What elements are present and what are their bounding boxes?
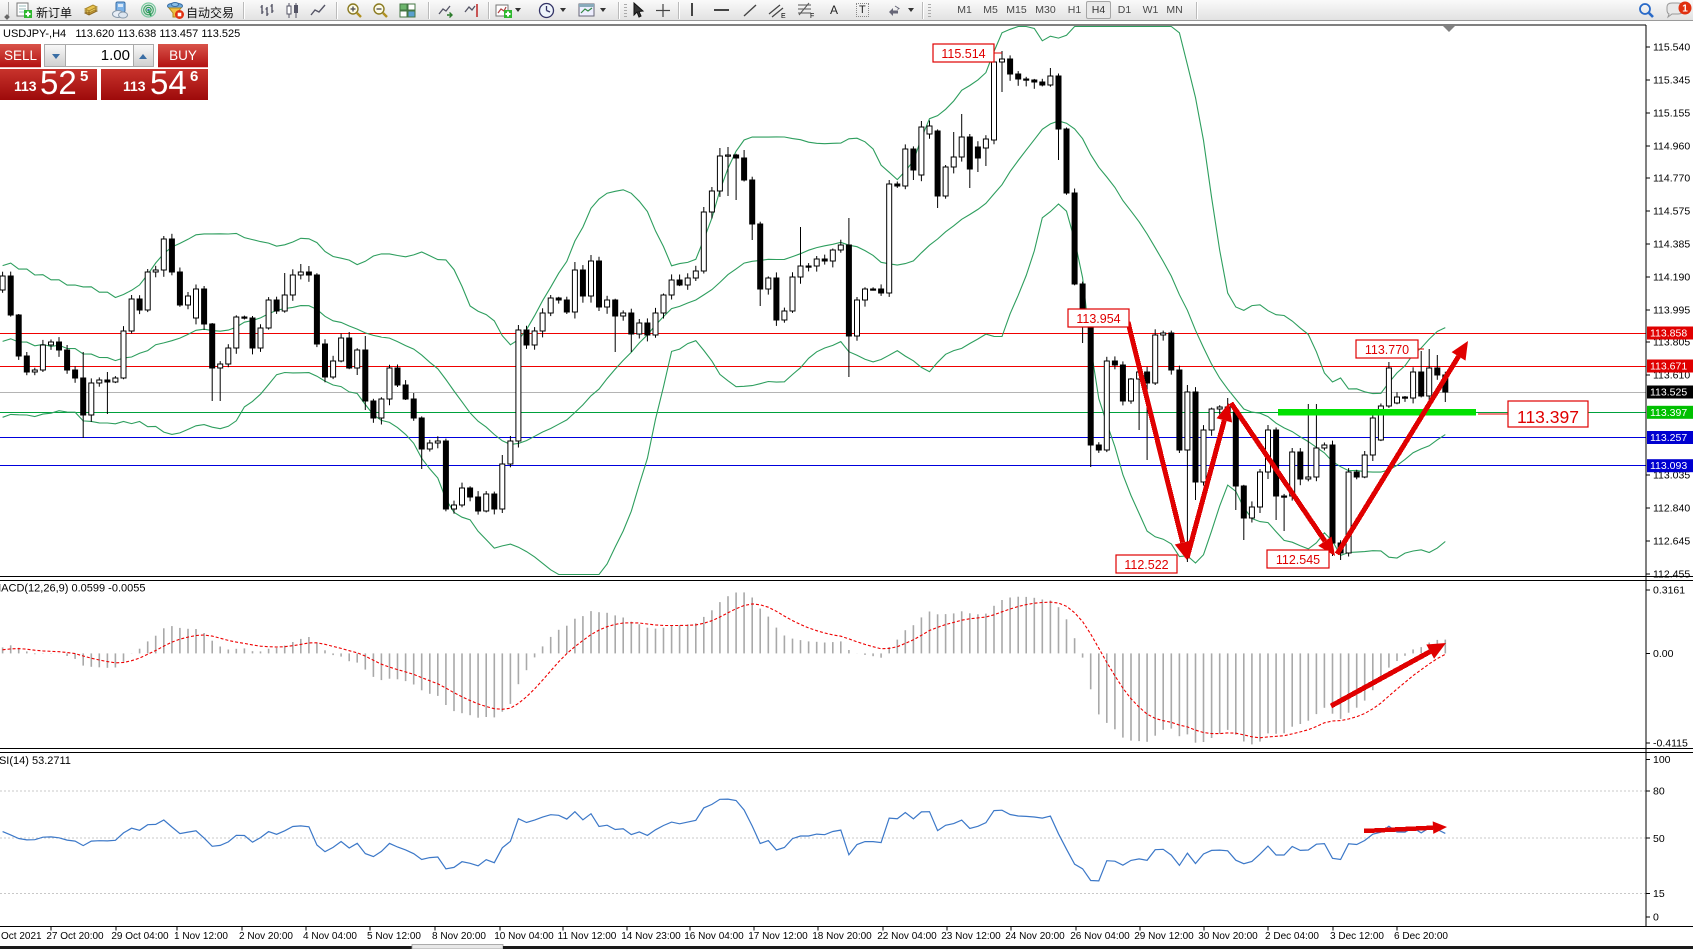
svg-text:17 Nov 12:00: 17 Nov 12:00 [748, 931, 808, 942]
svg-text:115.345: 115.345 [1653, 75, 1690, 87]
svg-text:1: 1 [1682, 4, 1688, 15]
svg-text:MACD(12,26,9) 0.0599 -0.0055: MACD(12,26,9) 0.0599 -0.0055 [0, 583, 145, 595]
svg-text:0.3161: 0.3161 [1653, 585, 1685, 597]
svg-text:112.840: 112.840 [1653, 503, 1690, 515]
svg-text:113.397: 113.397 [1517, 407, 1579, 427]
svg-text:8 Nov 20:00: 8 Nov 20:00 [432, 931, 486, 942]
svg-text:112.645: 112.645 [1653, 536, 1690, 548]
svg-text:114.960: 114.960 [1653, 141, 1690, 153]
svg-text:114.770: 114.770 [1653, 173, 1690, 185]
svg-text:6 Dec 20:00: 6 Dec 20:00 [1394, 931, 1448, 942]
svg-text:114.385: 114.385 [1653, 239, 1690, 251]
svg-text:24 Nov 20:00: 24 Nov 20:00 [1005, 931, 1065, 942]
svg-text:Oct 2021: Oct 2021 [1, 931, 42, 942]
svg-text:14 Nov 23:00: 14 Nov 23:00 [621, 931, 681, 942]
svg-text:3 Dec 12:00: 3 Dec 12:00 [1330, 931, 1384, 942]
svg-text:2 Nov 20:00: 2 Nov 20:00 [239, 931, 293, 942]
svg-text:113.093: 113.093 [1650, 460, 1687, 472]
svg-text:113.525: 113.525 [1650, 387, 1687, 399]
svg-text:50: 50 [1653, 833, 1665, 845]
svg-text:115.155: 115.155 [1653, 108, 1690, 120]
svg-text:29 Nov 12:00: 29 Nov 12:00 [1134, 931, 1194, 942]
svg-text:29 Oct 04:00: 29 Oct 04:00 [111, 931, 169, 942]
svg-text:26 Nov 04:00: 26 Nov 04:00 [1070, 931, 1130, 942]
svg-text:10 Nov 04:00: 10 Nov 04:00 [494, 931, 554, 942]
svg-text:115.514: 115.514 [941, 47, 985, 61]
svg-text:23 Nov 12:00: 23 Nov 12:00 [941, 931, 1001, 942]
svg-text:113.397: 113.397 [1650, 407, 1687, 419]
svg-text:100: 100 [1653, 754, 1671, 766]
svg-text:113.954: 113.954 [1076, 312, 1120, 326]
svg-text:22 Nov 04:00: 22 Nov 04:00 [877, 931, 937, 942]
svg-text:F: F [810, 13, 814, 19]
svg-text:2 Dec 04:00: 2 Dec 04:00 [1265, 931, 1319, 942]
svg-text:113.858: 113.858 [1650, 328, 1687, 340]
svg-text:113.671: 113.671 [1650, 361, 1687, 373]
svg-text:15: 15 [1653, 888, 1665, 900]
svg-text:113.770: 113.770 [1365, 343, 1409, 357]
svg-text:113.257: 113.257 [1650, 432, 1687, 444]
svg-text:5 Nov 12:00: 5 Nov 12:00 [367, 931, 421, 942]
svg-text:80: 80 [1653, 785, 1665, 797]
svg-text:112.545: 112.545 [1276, 553, 1320, 567]
svg-text:4 Nov 04:00: 4 Nov 04:00 [303, 931, 357, 942]
svg-text:114.190: 114.190 [1653, 272, 1690, 284]
svg-text:E: E [781, 13, 786, 19]
svg-text:RSI(14) 53.2711: RSI(14) 53.2711 [0, 755, 71, 767]
svg-text:27 Oct 20:00: 27 Oct 20:00 [46, 931, 104, 942]
svg-text:112.455: 112.455 [1653, 569, 1690, 581]
svg-text:0.00: 0.00 [1653, 648, 1674, 660]
svg-text:115.540: 115.540 [1653, 42, 1690, 54]
svg-text:113.995: 113.995 [1653, 305, 1690, 317]
svg-text:113.035: 113.035 [1653, 470, 1690, 482]
svg-text:112.522: 112.522 [1124, 558, 1168, 572]
svg-text:1 Nov 12:00: 1 Nov 12:00 [174, 931, 228, 942]
svg-text:114.575: 114.575 [1653, 206, 1690, 218]
svg-text:30 Nov 20:00: 30 Nov 20:00 [1198, 931, 1258, 942]
svg-text:11 Nov 12:00: 11 Nov 12:00 [558, 931, 617, 942]
svg-text:0: 0 [1653, 912, 1659, 924]
svg-text:-0.4115: -0.4115 [1653, 738, 1688, 750]
svg-text:16 Nov 04:00: 16 Nov 04:00 [684, 931, 744, 942]
svg-text:18 Nov 20:00: 18 Nov 20:00 [812, 931, 872, 942]
